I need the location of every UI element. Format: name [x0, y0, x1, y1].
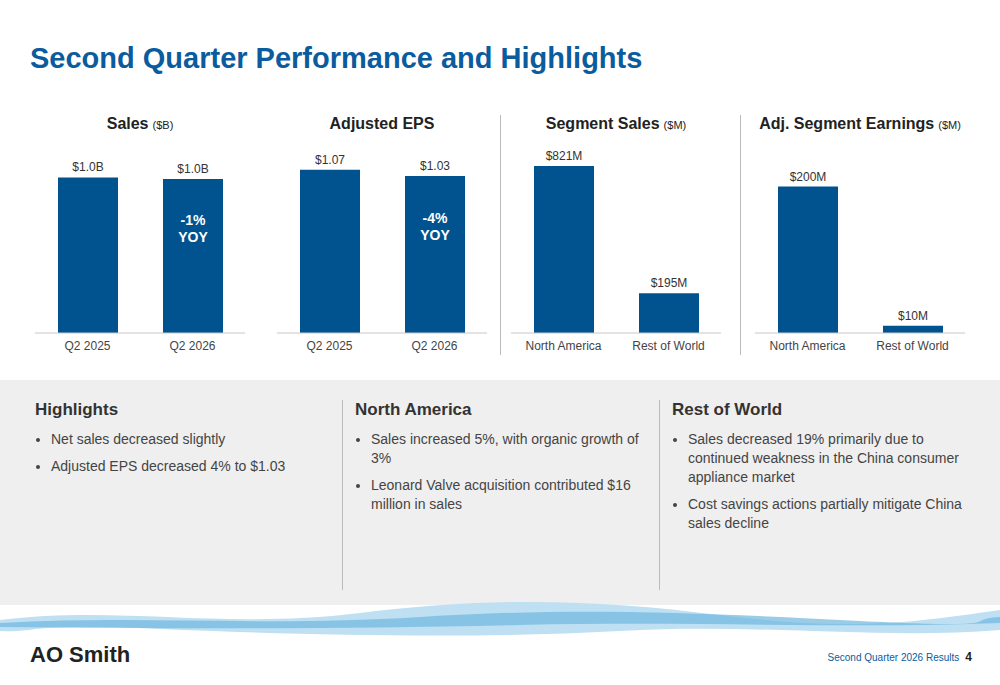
html-text:Highlights: Highlights — [35, 400, 119, 419]
svg-text:$1.0B: $1.0B — [72, 160, 103, 174]
svg-text:$200M: $200M — [790, 170, 827, 184]
svg-text:-4%YOY: -4%YOY — [420, 210, 450, 243]
html-text:AO Smith: AO Smith — [30, 642, 131, 667]
svg-text:$821M: $821M — [546, 149, 583, 163]
html-text:Adjusted EPS decreased 4% to $: Adjusted EPS decreased 4% to $1.03 — [51, 457, 286, 474]
svg-text:Q2 2026: Q2 2026 — [411, 339, 457, 353]
html-text:Sales decreased 19% primarily: Sales decreased 19% primarily due to con… — [688, 431, 959, 485]
svg-text:Rest of World: Rest of World — [876, 339, 948, 353]
svg-text:$1.07: $1.07 — [315, 153, 345, 167]
svg-text:$195M: $195M — [651, 276, 688, 290]
html-text:Second Quarter 2026 Results: Second Quarter 2026 Results — [827, 652, 960, 663]
html-text:4: 4 — [965, 650, 972, 664]
html-text:Segment Sales ($M): Segment Sales ($M) — [545, 115, 687, 132]
svg-text:$1.03: $1.03 — [420, 159, 450, 173]
svg-text:Q2 2025: Q2 2025 — [306, 339, 352, 353]
html-text:Net sales decreased slightly: Net sales decreased slightly — [51, 431, 226, 447]
svg-text:-1%YOY: -1%YOY — [178, 212, 208, 245]
html-text:Cost savings actions partially: Cost savings actions partially mitigate … — [688, 495, 962, 531]
html-text:Adj. Segment Earnings ($M): Adj. Segment Earnings ($M) — [759, 115, 961, 132]
html-text:Second Quarter Performance and: Second Quarter Performance and Highlight… — [30, 42, 643, 74]
html-text:Adjusted EPS: Adjusted EPS — [329, 115, 435, 132]
html-text:Sales ($B): Sales ($B) — [106, 115, 174, 132]
html-text:Sales increased 5%, with organ: Sales increased 5%, with organic growth … — [371, 431, 639, 466]
svg-text:$1.0B: $1.0B — [177, 162, 208, 176]
html-text:Rest of World: Rest of World — [672, 400, 783, 419]
svg-text:North America: North America — [525, 339, 601, 353]
html-text:North America: North America — [355, 400, 472, 419]
svg-text:North America: North America — [769, 339, 845, 353]
svg-text:Q2 2026: Q2 2026 — [169, 339, 215, 353]
svg-text:$10M: $10M — [898, 309, 928, 323]
svg-text:Rest of World: Rest of World — [632, 339, 704, 353]
svg-text:Q2 2025: Q2 2025 — [64, 339, 110, 353]
html-text:Leonard Valve acquisition cont: Leonard Valve acquisition contributed $1… — [371, 476, 631, 512]
